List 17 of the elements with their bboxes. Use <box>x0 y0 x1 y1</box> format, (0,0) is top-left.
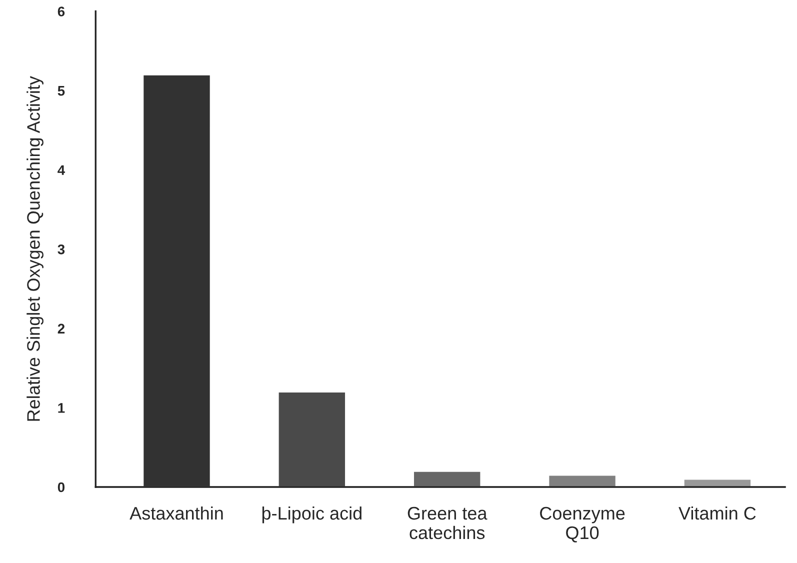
bar <box>548 474 617 487</box>
y-axis-title: Relative Singlet Oxygen Quenching Activity <box>26 76 44 421</box>
x-tick-label: Coenzyme Q10 <box>540 506 625 542</box>
y-tick-label: 0 <box>58 482 65 492</box>
y-tick-label: 3 <box>58 244 65 254</box>
y-tick-label: 4 <box>58 165 66 175</box>
x-tick-label: Green tea catechins <box>408 506 488 540</box>
y-tick-label: 1 <box>58 403 65 413</box>
bar <box>412 470 482 487</box>
bar <box>142 74 212 487</box>
y-tick-label: 5 <box>58 86 65 96</box>
y-tick-label: 6 <box>58 6 65 16</box>
y-tick-label: 2 <box>58 324 65 334</box>
x-tick-label: þ-Lipoic acid <box>262 506 362 524</box>
bar <box>277 391 346 487</box>
x-tick-label: Astaxanthin <box>130 506 223 520</box>
x-tick-label: Vitamin C <box>678 506 756 520</box>
